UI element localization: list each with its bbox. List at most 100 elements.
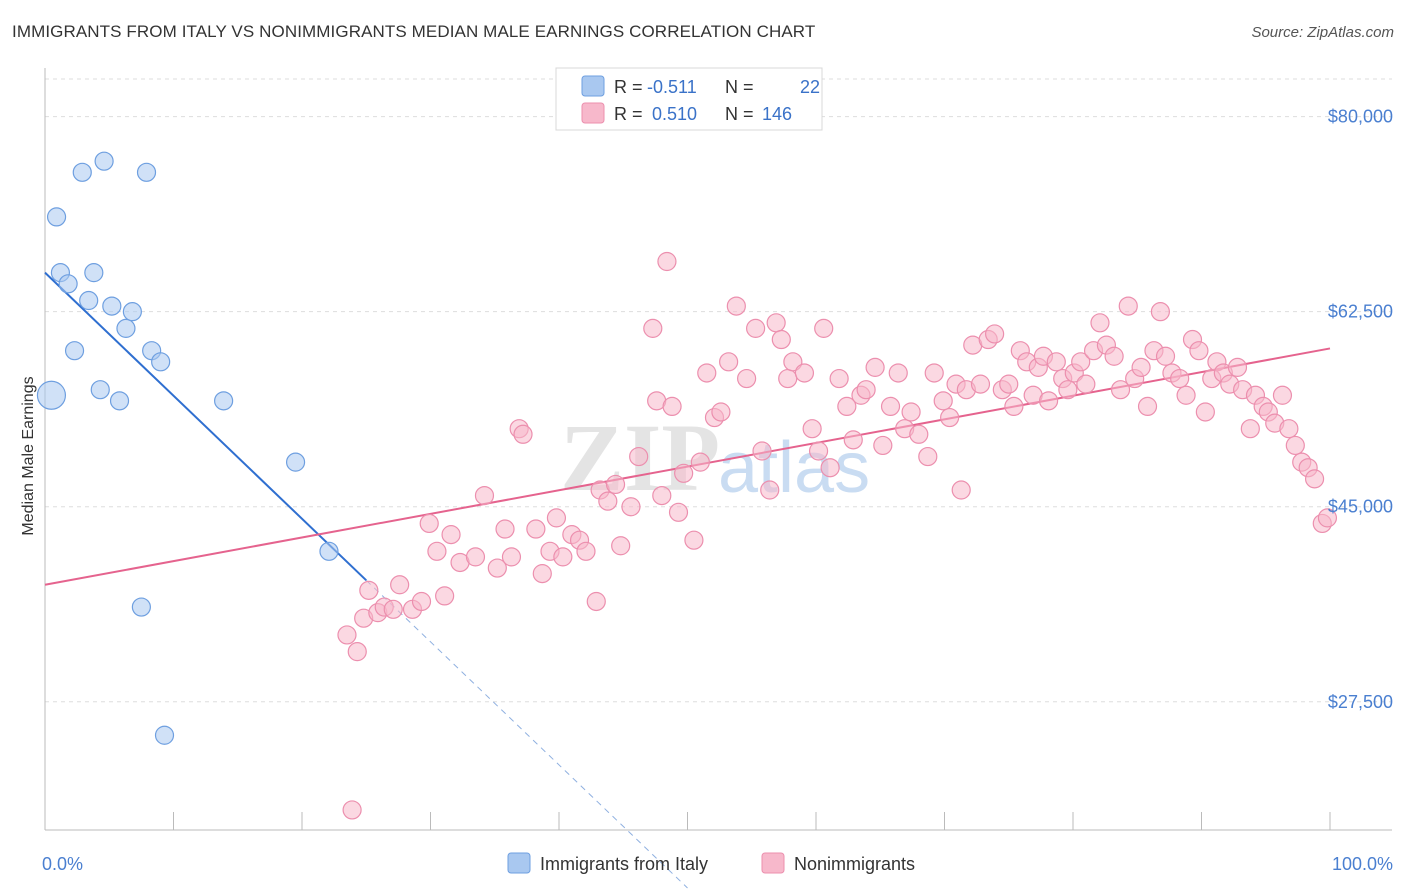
point-pink-8 xyxy=(390,575,410,595)
point-pink-63 xyxy=(814,318,834,338)
point-pink-40 xyxy=(652,485,672,506)
point-blue-18 xyxy=(154,725,175,745)
point-pink-137 xyxy=(1304,469,1325,489)
point-pink-26 xyxy=(546,508,567,528)
point-pink-64 xyxy=(820,458,840,478)
bottom-legend-swatch-pink xyxy=(761,852,785,874)
point-blue-1 xyxy=(46,207,67,227)
point-pink-67 xyxy=(843,430,863,450)
x-tick-label-min: 0.0% xyxy=(42,854,83,874)
point-blue-15 xyxy=(136,162,157,182)
point-pink-139 xyxy=(1317,508,1338,528)
legend: R = -0.511 N = 22 R = 0.510 N = 146 xyxy=(555,67,823,131)
point-pink-24 xyxy=(532,564,552,584)
source-credit: Source: ZipAtlas.com xyxy=(1251,24,1394,41)
point-pink-97 xyxy=(1046,352,1066,372)
point-pink-36 xyxy=(621,497,641,517)
trend-extension-blue xyxy=(365,579,688,889)
point-pink-87 xyxy=(985,324,1005,344)
legend-n-label-blue: N = xyxy=(725,77,754,97)
point-pink-132 xyxy=(1272,385,1293,405)
point-pink-42 xyxy=(662,396,682,417)
point-pink-127 xyxy=(1240,419,1260,439)
point-pink-27 xyxy=(553,547,573,567)
point-pink-101 xyxy=(1071,352,1091,372)
point-blue-8 xyxy=(90,380,110,400)
point-pink-59 xyxy=(783,352,803,372)
point-pink-70 xyxy=(865,357,885,377)
point-pink-7 xyxy=(383,599,403,619)
point-pink-19 xyxy=(495,519,515,539)
point-pink-120 xyxy=(1195,402,1215,422)
y-tick-labels: $27,500 $45,000 $62,500 $80,000 xyxy=(1328,107,1393,712)
point-pink-72 xyxy=(880,396,901,417)
point-pink-23 xyxy=(526,519,546,539)
point-pink-66 xyxy=(837,396,857,417)
x-tick-labels: 0.0% 100.0% xyxy=(42,854,1393,874)
point-pink-62 xyxy=(808,441,829,461)
point-pink-30 xyxy=(576,541,596,561)
point-blue-20 xyxy=(285,452,306,472)
point-pink-43 xyxy=(668,502,689,522)
point-pink-110 xyxy=(1131,357,1151,377)
point-pink-11 xyxy=(419,513,439,534)
point-blue-7 xyxy=(84,263,104,283)
point-blue-12 xyxy=(116,318,136,338)
point-pink-55 xyxy=(760,480,780,500)
point-blue-5 xyxy=(72,162,92,182)
legend-n-value-blue: 22 xyxy=(800,77,820,97)
point-pink-106 xyxy=(1104,346,1124,366)
legend-r-value-pink: 0.510 xyxy=(652,104,697,124)
point-pink-80 xyxy=(940,407,960,428)
point-pink-65 xyxy=(829,368,849,389)
point-pink-56 xyxy=(766,313,786,333)
point-pink-10 xyxy=(411,591,432,612)
point-pink-57 xyxy=(771,329,791,350)
point-pink-4 xyxy=(359,580,379,600)
point-pink-52 xyxy=(737,368,757,389)
y-tick-label-2: $62,500 xyxy=(1328,302,1393,322)
point-blue-19 xyxy=(214,391,234,411)
point-blue-14 xyxy=(131,597,151,617)
point-pink-54 xyxy=(752,441,772,461)
y-tick-label-3: $80,000 xyxy=(1328,107,1393,127)
legend-swatch-blue xyxy=(581,75,605,97)
point-pink-50 xyxy=(719,352,739,372)
point-pink-89 xyxy=(999,374,1019,394)
y-tick-label-1: $45,000 xyxy=(1328,497,1393,517)
point-pink-0 xyxy=(337,625,357,645)
point-pink-71 xyxy=(873,435,893,456)
trend-line-blue xyxy=(44,271,367,582)
bottom-legend-label-blue: Immigrants from Italy xyxy=(540,854,708,874)
point-blue-10 xyxy=(102,296,122,316)
point-pink-108 xyxy=(1118,296,1138,316)
point-blue-21 xyxy=(319,541,339,561)
point-pink-16 xyxy=(465,547,486,567)
y-tick-label-0: $27,500 xyxy=(1328,692,1393,712)
point-pink-113 xyxy=(1150,302,1170,322)
bottom-legend-swatch-blue xyxy=(507,852,531,874)
point-pink-35 xyxy=(611,536,631,556)
x-tick-label-max: 100.0% xyxy=(1332,854,1393,874)
point-pink-58 xyxy=(778,368,798,389)
point-blue-4 xyxy=(64,341,85,361)
axes xyxy=(44,68,1392,831)
legend-r-label-blue: R = xyxy=(614,77,643,97)
point-pink-51 xyxy=(726,296,746,316)
point-blue-3 xyxy=(58,274,78,294)
legend-swatch-pink xyxy=(581,102,605,124)
point-pink-107 xyxy=(1110,380,1131,400)
point-pink-78 xyxy=(924,363,944,383)
point-pink-20 xyxy=(501,547,522,567)
point-pink-2 xyxy=(347,642,367,662)
point-pink-75 xyxy=(901,402,921,422)
point-pink-104 xyxy=(1090,313,1110,333)
point-blue-6 xyxy=(79,290,99,311)
point-pink-12 xyxy=(427,541,447,561)
point-pink-116 xyxy=(1170,368,1190,389)
data-points xyxy=(36,151,1338,820)
point-pink-37 xyxy=(629,446,649,467)
point-pink-60 xyxy=(794,363,815,383)
point-pink-82 xyxy=(951,480,971,500)
point-pink-44 xyxy=(674,463,694,483)
